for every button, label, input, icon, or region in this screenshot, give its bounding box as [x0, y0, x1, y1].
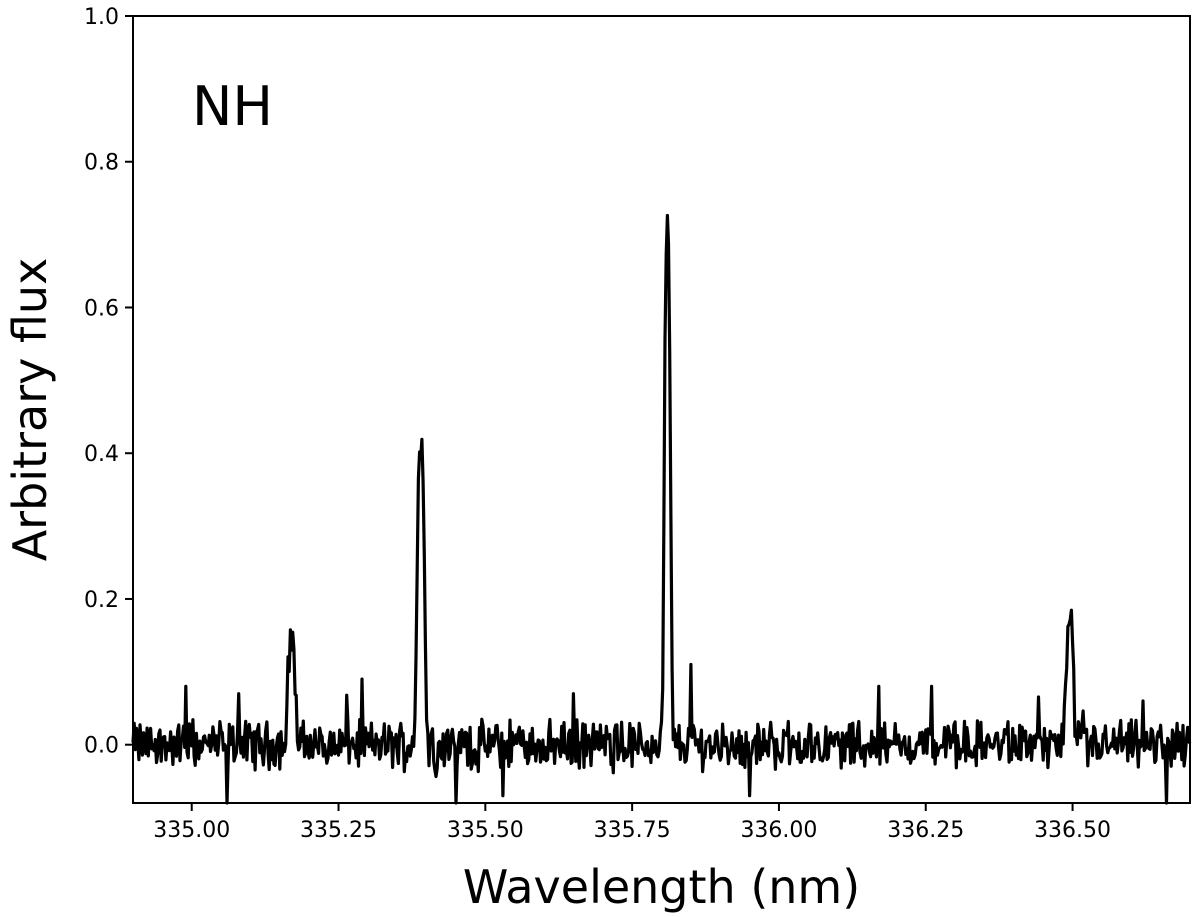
- x-axis-label: Wavelength (nm): [463, 860, 860, 914]
- x-tick-label: 336.00: [740, 818, 817, 843]
- x-tick-label: 336.50: [1034, 818, 1111, 843]
- y-tick-label: 0.4: [84, 442, 119, 467]
- x-tick-label: 335.25: [300, 818, 377, 843]
- y-axis-label: Arbitrary flux: [3, 258, 57, 562]
- plot-area: [131, 15, 1192, 805]
- series-line-flux: [131, 213, 1192, 805]
- y-tick-label: 0.2: [84, 588, 119, 613]
- x-tick-label: 335.00: [153, 818, 230, 843]
- y-axis-ticks: 0.0 0.2 0.4 0.6 0.8 1.0: [84, 5, 133, 759]
- x-tick-label: 336.25: [887, 818, 964, 843]
- x-tick-label: 335.75: [594, 818, 671, 843]
- y-tick-label: 0.6: [84, 296, 119, 321]
- axes-frame: [132, 15, 1191, 804]
- y-tick-label: 1.0: [84, 5, 119, 30]
- x-tick-label: 335.50: [447, 818, 524, 843]
- y-tick-label: 0.0: [84, 734, 119, 759]
- species-annotation: NH: [192, 75, 273, 138]
- y-tick-label: 0.8: [84, 151, 119, 176]
- x-axis-ticks: 335.00 335.25 335.50 335.75 336.00 336.25 336.…: [153, 803, 1111, 843]
